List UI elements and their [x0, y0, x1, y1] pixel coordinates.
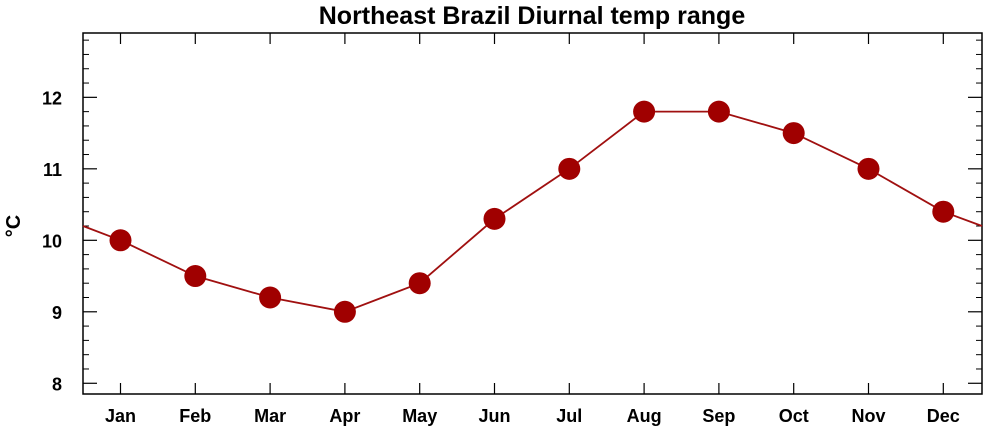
x-tick-label: Jul — [556, 406, 582, 426]
plot-frame — [82, 32, 983, 395]
y-tick-label: 9 — [52, 303, 62, 323]
axis-ticks — [83, 33, 982, 394]
x-tick-label: Sep — [702, 406, 735, 426]
series-line-group — [82, 110, 983, 313]
data-point — [483, 207, 506, 230]
y-tick-label: 8 — [52, 374, 62, 394]
x-tick-label: Feb — [179, 406, 211, 426]
data-point — [109, 229, 132, 252]
y-tick-label: 11 — [43, 160, 62, 180]
y-tick-label: 10 — [42, 231, 62, 251]
data-point — [408, 272, 431, 295]
x-tick-label: Apr — [329, 406, 360, 426]
data-point — [782, 122, 805, 145]
data-point — [333, 300, 356, 323]
data-markers — [109, 100, 955, 323]
x-tick-label: Nov — [851, 406, 885, 426]
chart-title: Northeast Brazil Diurnal temp range — [319, 2, 746, 30]
x-tick-label: Oct — [779, 406, 809, 426]
data-point — [707, 100, 730, 123]
x-tick-label: Aug — [627, 406, 662, 426]
x-tick-label: Jan — [105, 406, 136, 426]
tick-labels: Jan Feb Mar Apr May Jun Jul Aug Sep Oct Nov Dec 8 9 10… — [42, 88, 960, 426]
data-point — [932, 200, 955, 223]
data-point — [857, 157, 880, 180]
y-tick-label: 12 — [42, 88, 62, 108]
x-tick-label: Mar — [254, 406, 286, 426]
y-axis-label: °C — [3, 215, 25, 237]
data-point — [259, 286, 282, 309]
x-tick-label: Dec — [927, 406, 960, 426]
data-point — [633, 100, 656, 123]
data-point — [558, 157, 581, 180]
x-tick-label: May — [402, 406, 437, 426]
series-line — [82, 110, 983, 313]
data-point — [184, 265, 207, 288]
x-tick-label: Jun — [478, 406, 510, 426]
